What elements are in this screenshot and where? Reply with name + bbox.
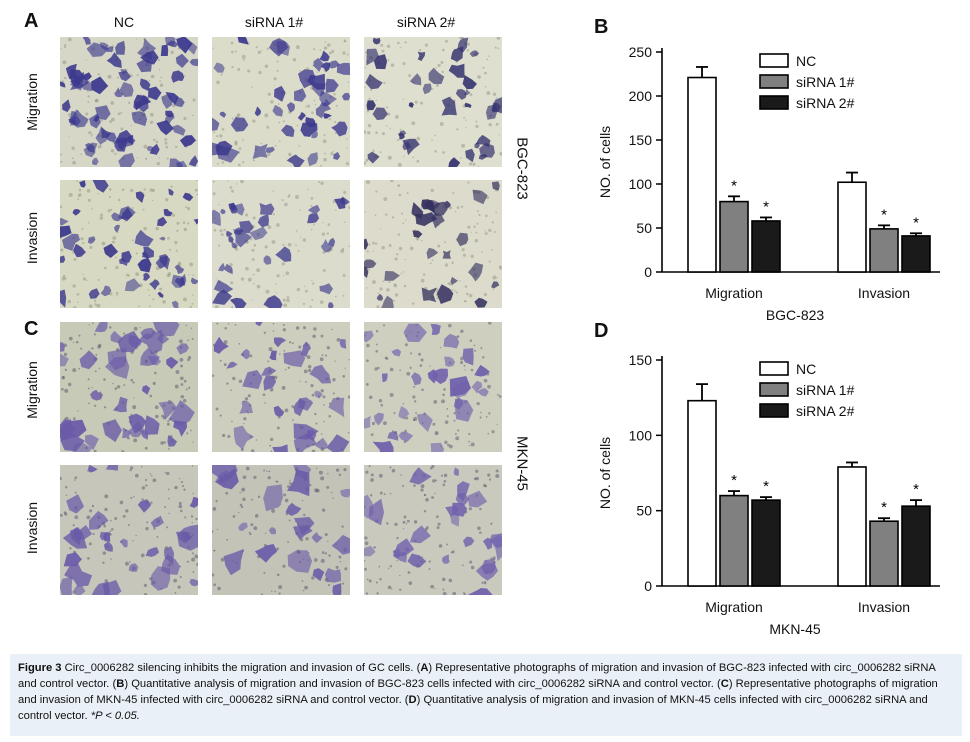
caption-note: *P < 0.05. bbox=[90, 710, 140, 722]
caption-lead: Figure 3 bbox=[18, 662, 62, 674]
bar-invasion-nc bbox=[837, 466, 867, 587]
legend-label: NC bbox=[796, 361, 816, 377]
bar-invasion-nc bbox=[837, 181, 867, 273]
y-tick-label: 50 bbox=[636, 220, 652, 236]
caption-ref-b: B bbox=[116, 678, 125, 690]
legend-swatch bbox=[759, 361, 789, 376]
bar-migration-nc bbox=[687, 399, 717, 587]
caption-text-1: Circ_0006282 silencing inhibits the migr… bbox=[61, 662, 421, 674]
photo-a-migration-sirna1 bbox=[212, 37, 350, 167]
significance-mark: * bbox=[881, 499, 887, 516]
y-tick-label: 0 bbox=[644, 578, 652, 594]
photo-c-migration-sirna1 bbox=[212, 322, 350, 452]
legend-label: siRNA 1# bbox=[796, 382, 855, 398]
row-label-invasion-c: Invasion bbox=[24, 501, 40, 555]
panel-d-letter: D bbox=[594, 320, 609, 342]
bar-invasion-sirna1 bbox=[869, 228, 899, 273]
significance-mark: * bbox=[913, 214, 919, 231]
chart-d: 0 50 100 150 NO. of cells * * Migration * * Invasi… bbox=[590, 348, 960, 644]
legend-swatch bbox=[759, 74, 789, 89]
x-category-label: Migration bbox=[705, 599, 763, 615]
bar-invasion-sirna2 bbox=[901, 235, 931, 273]
legend-swatch bbox=[759, 95, 789, 110]
legend-label: siRNA 2# bbox=[796, 95, 855, 111]
photo-c-migration-sirna2 bbox=[364, 322, 502, 452]
legend-swatch bbox=[759, 403, 789, 418]
photo-c-invasion-sirna2 bbox=[364, 465, 502, 595]
bar-migration-sirna1 bbox=[719, 200, 749, 273]
significance-mark: * bbox=[731, 472, 737, 489]
legend-label: siRNA 2# bbox=[796, 403, 855, 419]
caption-text-5: ) Quantitative analysis of migration and… bbox=[18, 694, 928, 722]
photo-a-invasion-sirna2 bbox=[364, 180, 502, 308]
x-category-label: Invasion bbox=[858, 599, 910, 615]
y-tick-label: 150 bbox=[629, 132, 653, 148]
photo-c-invasion-nc bbox=[60, 465, 198, 595]
panel-b-letter: B bbox=[594, 16, 609, 38]
caption-ref-c: C bbox=[720, 678, 729, 690]
y-tick-label: 150 bbox=[629, 352, 653, 368]
caption-ref-d: D bbox=[408, 694, 417, 706]
y-tick-label: 100 bbox=[629, 176, 653, 192]
caption-text-3: ) Quantitative analysis of migration and… bbox=[124, 678, 721, 690]
photo-c-migration-nc bbox=[60, 322, 198, 452]
photo-c-invasion-sirna1 bbox=[212, 465, 350, 595]
photo-a-migration-sirna2 bbox=[364, 37, 502, 167]
x-category-label: Migration bbox=[705, 285, 763, 301]
y-axis-label: NO. of cells bbox=[597, 126, 613, 198]
photo-a-invasion-nc bbox=[60, 180, 198, 308]
legend-swatch bbox=[759, 382, 789, 397]
y-tick-label: 50 bbox=[636, 503, 652, 519]
row-label-invasion-a: Invasion bbox=[24, 211, 40, 265]
y-tick-label: 200 bbox=[629, 88, 653, 104]
panel-a-letter: A bbox=[24, 10, 39, 32]
column-label-sirna2: siRNA 2# bbox=[396, 14, 456, 30]
significance-mark: * bbox=[913, 481, 919, 498]
photo-a-migration-nc bbox=[60, 37, 198, 167]
y-axis-label: NO. of cells bbox=[597, 437, 613, 509]
row-label-migration-c: Migration bbox=[24, 361, 40, 419]
row-label-migration-a: Migration bbox=[24, 73, 40, 131]
side-label-mkn45: MKN-45 bbox=[513, 435, 531, 491]
legend-label: siRNA 1# bbox=[796, 74, 855, 90]
chart-plot-d: 0 50 100 150 NO. of cells * * Migration * * Invasi… bbox=[597, 352, 940, 637]
bar-invasion-sirna1 bbox=[869, 520, 899, 587]
y-tick-label: 0 bbox=[644, 264, 652, 280]
side-label-bgc823: BGC-823 bbox=[513, 137, 531, 200]
bar-migration-nc bbox=[687, 76, 717, 273]
bar-migration-sirna1 bbox=[719, 494, 749, 587]
chart-b: 0 50 100 150 200 250 NO. of cells * * Migration * *… bbox=[590, 40, 960, 330]
x-category-label: Invasion bbox=[858, 285, 910, 301]
significance-mark: * bbox=[881, 206, 887, 223]
figure-caption: Figure 3 Circ_0006282 silencing inhibits… bbox=[10, 654, 962, 736]
chart-plot-b: 0 50 100 150 200 250 NO. of cells * * Migration * *… bbox=[597, 44, 940, 323]
legend-label: NC bbox=[796, 53, 816, 69]
column-label-sirna1: siRNA 1# bbox=[244, 14, 304, 30]
y-tick-label: 100 bbox=[629, 427, 653, 443]
y-tick-label: 250 bbox=[629, 44, 653, 60]
bar-migration-sirna2 bbox=[751, 499, 781, 587]
caption-text-4: ) Representative photographs of migratio… bbox=[18, 678, 938, 706]
significance-mark: * bbox=[763, 198, 769, 215]
panel-c-letter: C bbox=[24, 318, 39, 340]
bar-migration-sirna2 bbox=[751, 220, 781, 273]
significance-mark: * bbox=[763, 478, 769, 495]
caption-ref-a: A bbox=[420, 662, 429, 674]
photo-a-invasion-sirna1 bbox=[212, 180, 350, 308]
caption-text-2: ) Representative photographs of migratio… bbox=[18, 662, 936, 690]
legend-swatch bbox=[759, 53, 789, 68]
x-axis-label: BGC-823 bbox=[766, 307, 825, 323]
significance-mark: * bbox=[731, 177, 737, 194]
column-label-nc: NC bbox=[113, 14, 135, 30]
bar-invasion-sirna2 bbox=[901, 505, 931, 587]
x-axis-label: MKN-45 bbox=[769, 621, 821, 637]
